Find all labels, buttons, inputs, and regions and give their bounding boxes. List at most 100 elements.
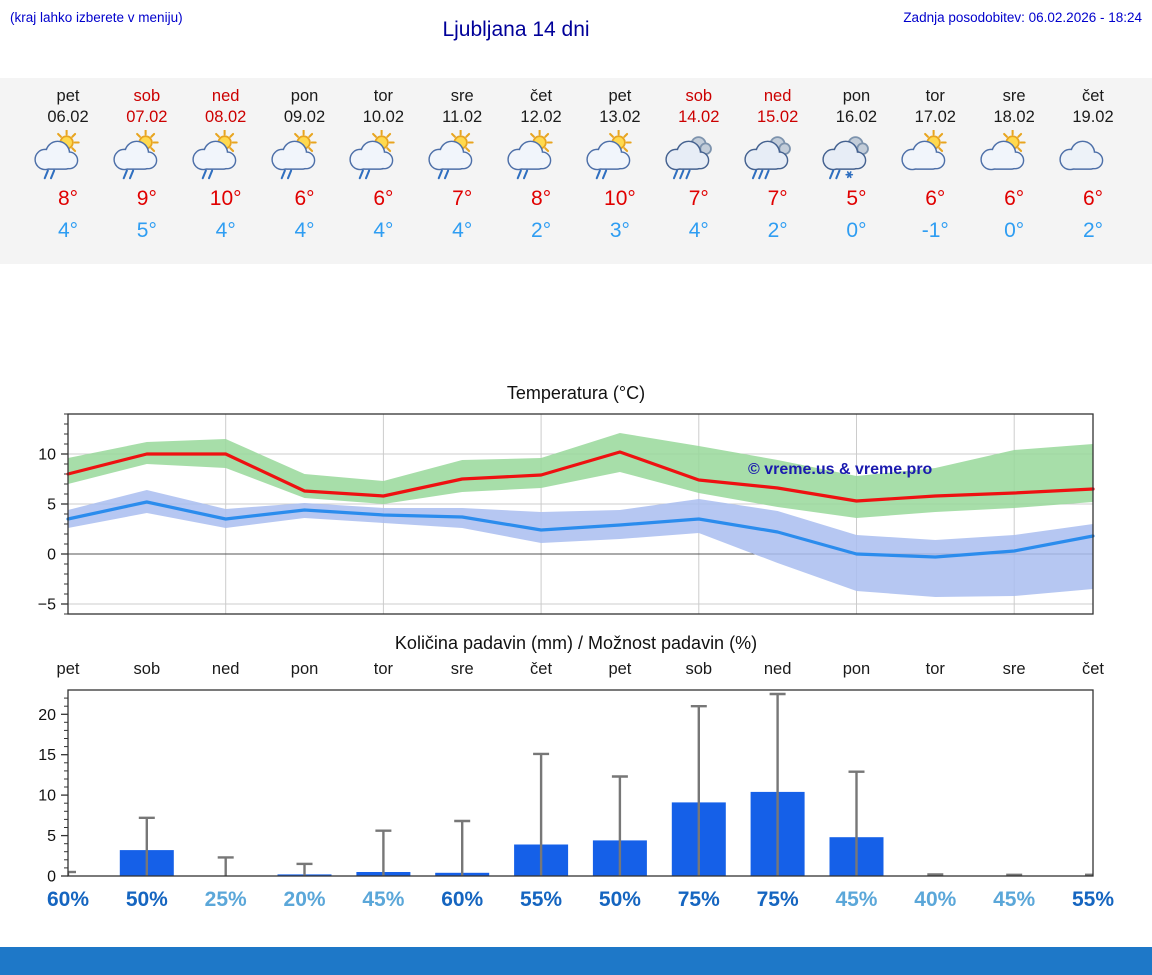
day-date: 09.02 <box>283 108 326 126</box>
high-temp: 8° <box>531 187 552 210</box>
precip-probability-value: 75% <box>756 888 799 911</box>
precip-day-label: sre <box>1002 660 1026 678</box>
precip-day-labels-row: pet sob ned pon tor sre čet pet sob ned pon tor sre č… <box>0 658 1152 684</box>
cloud-rain-icon <box>736 130 820 182</box>
day-date: 14.02 <box>678 108 720 126</box>
forecast-day[interactable]: sob 14.02 7° 4° <box>657 86 741 243</box>
high-temp: 5° <box>846 187 867 210</box>
svg-text:0: 0 <box>47 547 56 564</box>
page-title: Ljubljana 14 dni <box>442 18 590 41</box>
precip-probability-value: 45% <box>362 888 405 911</box>
day-name: pet <box>56 87 80 105</box>
day-name: tor <box>925 87 945 105</box>
svg-text:10: 10 <box>38 788 56 805</box>
svg-text:10: 10 <box>38 447 56 464</box>
day-date: 19.02 <box>1072 108 1114 126</box>
day-name: pon <box>842 87 871 105</box>
precip-probability-value: 20% <box>283 888 326 911</box>
precip-day-label: tor <box>373 660 393 678</box>
forecast-day[interactable]: tor 17.02 6° -1° <box>893 86 977 243</box>
precip-probability-value: 75% <box>677 888 720 911</box>
high-temp: 6° <box>1004 187 1025 210</box>
precip-day-label: čet <box>1081 660 1104 678</box>
forecast-day[interactable]: ned 15.02 7° 2° <box>736 86 820 243</box>
sun-cloud-icon <box>972 130 1056 182</box>
forecast-day[interactable]: čet 19.02 6° 2° <box>1051 86 1135 243</box>
sun-cloud-rain-icon <box>263 130 347 182</box>
svg-text:5: 5 <box>47 497 56 514</box>
low-temp: 4° <box>688 219 709 242</box>
sun-cloud-rain-icon <box>26 130 110 182</box>
precip-day-label: sob <box>133 660 161 678</box>
sun-cloud-rain-icon <box>184 130 268 182</box>
precip-probability-value: 45% <box>835 888 878 911</box>
high-temp: 6° <box>373 187 394 210</box>
precip-probability-value: 60% <box>46 888 90 911</box>
low-temp: 0° <box>846 219 867 242</box>
precip-day-label: sob <box>685 660 713 678</box>
precip-probability-value: 60% <box>441 888 484 911</box>
high-temp: 6° <box>925 187 946 210</box>
low-temp: 4° <box>373 219 394 242</box>
high-temp: 10° <box>209 187 242 210</box>
high-temp: 7° <box>688 187 709 210</box>
last-update-text: Zadnja posodobitev: 06.02.2026 - 18:24 <box>903 10 1142 25</box>
precip-day-label: čet <box>530 660 553 678</box>
low-temp: 2° <box>531 219 552 242</box>
precip-day-label: pet <box>608 660 632 678</box>
low-temp: 4° <box>57 219 79 242</box>
forecast-day[interactable]: pon 16.02 5° 0° <box>814 86 898 243</box>
high-temp: 10° <box>604 187 636 210</box>
precip-probability-value: 55% <box>520 888 563 911</box>
day-date: 13.02 <box>599 108 641 126</box>
low-temp: 2° <box>1082 219 1104 242</box>
day-date: 15.02 <box>756 108 799 126</box>
high-temp: 9° <box>136 187 157 210</box>
precip-probability-value: 50% <box>125 888 168 911</box>
forecast-day[interactable]: čet 12.02 8° 2° <box>499 86 583 243</box>
forecast-day[interactable]: sre 11.02 7° 4° <box>420 86 504 243</box>
precip-day-label: sre <box>450 660 474 678</box>
sun-cloud-rain-icon <box>499 130 583 182</box>
forecast-day[interactable]: tor 10.02 6° 4° <box>341 86 425 243</box>
precip-probability-value: 25% <box>204 888 247 911</box>
day-name: pon <box>290 87 319 105</box>
temperature-chart-title: Temperatura (°C) <box>506 383 646 403</box>
day-name: sre <box>1002 87 1026 105</box>
forecast-day[interactable]: ned 08.02 10° 4° <box>184 86 268 243</box>
svg-text:© vreme.us & vreme.pro: © vreme.us & vreme.pro <box>748 461 933 478</box>
low-temp: 2° <box>767 219 788 242</box>
forecast-day[interactable]: pon 09.02 6° 4° <box>263 86 347 243</box>
precipitation-chart: 0 5 10 15 20 <box>38 689 1094 884</box>
high-temp: 6° <box>294 187 315 210</box>
precip-day-label: pet <box>56 660 80 678</box>
day-name: tor <box>373 87 393 105</box>
forecast-day[interactable]: pet 06.02 8° 4° <box>26 86 110 243</box>
forecast-day[interactable]: pet 13.02 10° 3° <box>578 86 662 243</box>
day-date: 10.02 <box>362 108 405 126</box>
day-name: pet <box>608 87 632 105</box>
high-temp: 7° <box>452 187 473 210</box>
day-name: sob <box>685 87 713 105</box>
page-header: (kraj lahko izberete v meniju) Ljubljana… <box>0 0 1152 78</box>
footer-bar <box>0 947 1152 975</box>
precip-day-label: pon <box>290 660 319 678</box>
sun-cloud-rain-icon <box>341 130 425 182</box>
low-temp: 0° <box>1004 219 1025 242</box>
cloud-icon <box>1051 130 1135 182</box>
precip-probability-value: 45% <box>993 888 1036 911</box>
forecast-day[interactable]: sob 07.02 9° 5° <box>105 86 189 243</box>
day-date: 11.02 <box>442 108 483 126</box>
precip-day-label: ned <box>763 660 792 678</box>
precip-day-label: pon <box>842 660 871 678</box>
forecast-day[interactable]: sre 18.02 6° 0° <box>972 86 1056 243</box>
day-name: sre <box>450 87 474 105</box>
precip-probability-value: 50% <box>598 888 641 911</box>
sun-cloud-icon <box>893 130 977 182</box>
day-date: 08.02 <box>205 108 247 126</box>
low-temp: 3° <box>609 219 630 242</box>
day-date: 07.02 <box>126 108 168 126</box>
day-name: ned <box>763 87 792 105</box>
high-temp: 6° <box>1082 187 1104 210</box>
day-date: 16.02 <box>835 108 878 126</box>
